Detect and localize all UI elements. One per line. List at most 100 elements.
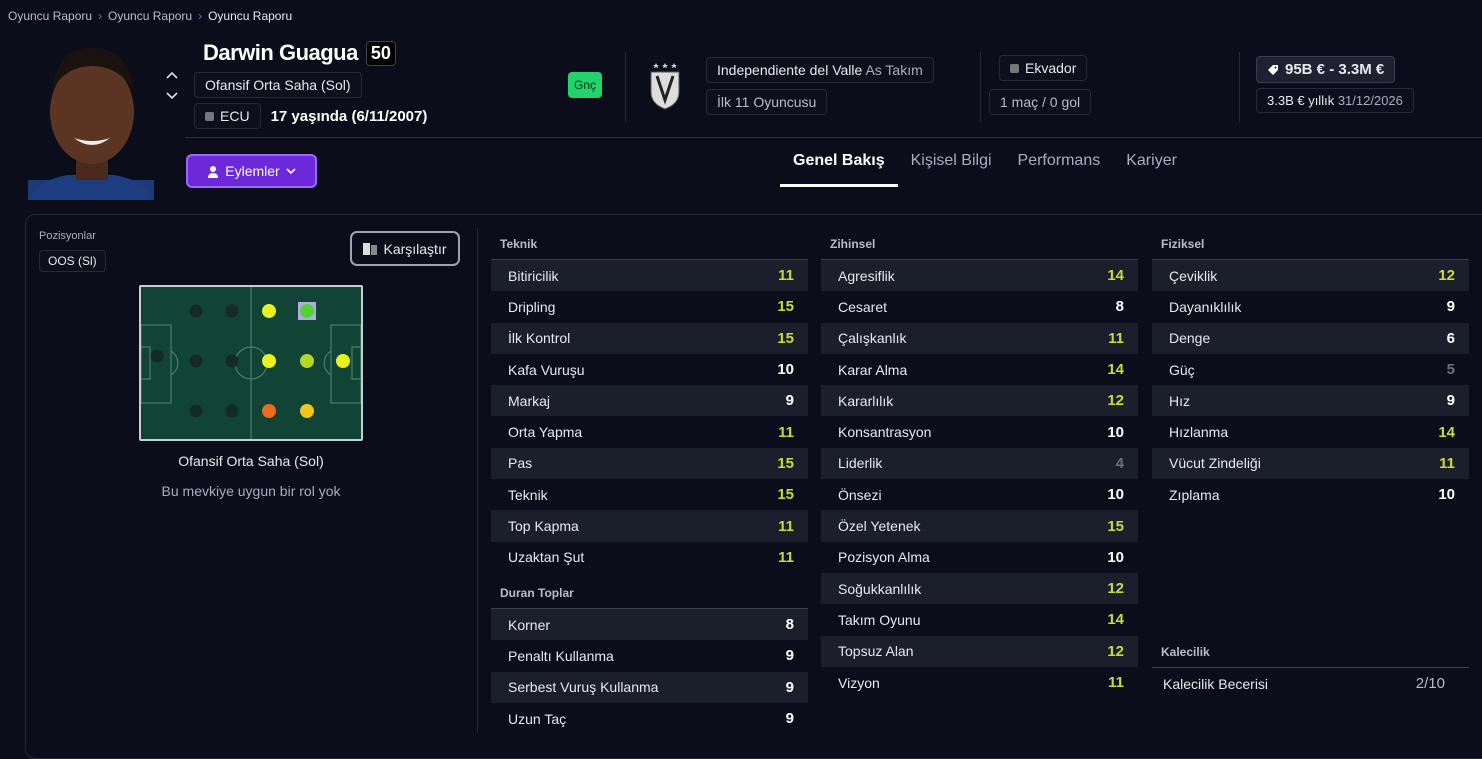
position-dot[interactable] [262,404,276,418]
position-dot[interactable] [336,354,350,368]
attr-row: Korner 8 [491,609,808,641]
position-dot[interactable] [300,404,314,418]
position-dot[interactable] [189,304,203,318]
positions-label: Pozisyonlar [39,230,96,242]
attr-name: Serbest Vuruş Kullanma [508,679,659,696]
attr-row: Takım Oyunu 14 [821,604,1138,635]
player-heading: Darwin Guagua 50 [203,40,396,66]
attr-value: 14 [1107,267,1124,285]
attr-group-kalecilik: Kalecilik Kalecilik Becerisi 2/10 [1152,636,1469,699]
attr-value: 11 [778,267,794,285]
compare-button[interactable]: Karşılaştır [350,231,460,266]
attr-value: 15 [777,298,794,316]
compare-icon [363,242,378,255]
club-chip[interactable]: Independiente del Valle As Takım [706,57,934,83]
attr-row: Serbest Vuruş Kullanma 9 [491,671,808,703]
attr-row: Markaj 9 [491,385,808,417]
attr-value: 9 [785,392,794,410]
attr-list: Bitiricilik 11 Dripling 15 İlk Kontrol 15 Kafa… [491,260,808,573]
actions-button[interactable]: Eylemler [186,154,317,188]
attr-value: 10 [777,361,794,379]
nation-name: Ekvador [1025,60,1077,76]
nation-chip[interactable]: ECU [194,103,261,129]
attr-value: 9 [785,678,794,696]
position-dot[interactable] [225,304,239,318]
position-dot[interactable] [300,354,314,368]
attr-name: Bitiricilik [508,267,559,284]
attr-value: 9 [785,710,794,728]
player-photo [28,40,154,200]
attr-value: 15 [777,329,794,347]
attr-group-fiziksel: Fiziksel Çeviklik 12 Dayanıklılık 9 Denge 6 Güç… [1152,228,1469,510]
tab-overview[interactable]: Genel Bakış [780,152,898,187]
attr-row: Agresiflik 14 [821,260,1138,292]
attr-name: Karar Alma [838,361,908,378]
attr-name: Markaj [508,392,551,409]
previous-player-button[interactable] [164,68,180,80]
attr-row: Çalışkanlık 11 [821,322,1138,354]
attr-name: Orta Yapma [508,424,583,441]
attr-value: 14 [1438,423,1455,441]
nation-code: ECU [220,108,250,124]
divider [185,137,1482,138]
attr-row: Pas 15 [491,447,808,480]
breadcrumb-item[interactable]: Oyuncu Raporu [108,9,193,23]
nation-age-row: ECU 17 yaşında (6/11/2007) [194,103,427,129]
attr-value: 15 [777,486,794,504]
attr-row: Pozisyon Alma 10 [821,542,1138,573]
squad-status: İlk 11 Oyuncusu [706,89,828,115]
position-chip: Ofansif Orta Saha (Sol) [194,72,362,98]
attr-name: Dayanıklılık [1169,298,1242,315]
tab-performance[interactable]: Performans [1017,152,1101,169]
attr-value: 15 [1107,517,1124,535]
next-player-button[interactable] [164,89,180,101]
attr-value: 15 [777,454,794,472]
chevron-up-icon [166,71,178,79]
attr-value: 10 [1107,548,1124,566]
attr-list: Agresiflik 14 Cesaret 8 Çalışkanlık 11 Karar A… [821,260,1138,698]
attr-value: 12 [1107,642,1124,660]
attr-value: 12 [1107,392,1124,410]
attr-name: Hızlanma [1169,424,1229,441]
position-dot[interactable] [225,404,239,418]
flag-icon [1010,63,1019,73]
position-dot[interactable] [262,304,276,318]
attr-row: Dripling 15 [491,291,808,322]
divider [477,228,478,733]
tab-career[interactable]: Kariyer [1126,152,1177,169]
attr-row: Liderlik 4 [821,447,1138,480]
attr-row: Karar Alma 14 [821,354,1138,385]
breadcrumb-current: Oyuncu Raporu [208,9,293,23]
position-dot[interactable] [189,354,203,368]
breadcrumb: Oyuncu Raporu › Oyuncu Raporu › Oyuncu Rap… [8,9,292,23]
position-dot[interactable] [189,404,203,418]
section-title: Zihinsel [821,228,1138,260]
attr-group-zihinsel: Zihinsel Agresiflik 14 Cesaret 8 Çalışkanlık 1… [821,228,1138,698]
chevron-down-icon [286,168,296,175]
chevron-right-icon: › [98,9,103,23]
position-dot[interactable] [225,354,239,368]
position-dot[interactable] [262,354,276,368]
attr-value: 11 [778,548,794,566]
attr-name: Denge [1169,330,1211,347]
attr-value: 11 [1439,454,1455,472]
attr-name: Kararlılık [838,392,894,409]
tab-personal-info[interactable]: Kişisel Bilgi [910,152,992,169]
player-rating: 50 [365,40,396,66]
position-dot[interactable] [150,349,164,363]
section-title: Fiziksel [1152,228,1469,260]
attr-row: Penaltı Kullanma 9 [491,640,808,671]
attr-value: 10 [1107,423,1124,441]
breadcrumb-item[interactable]: Oyuncu Raporu [8,9,93,23]
nation-team-chip[interactable]: Ekvador [999,55,1088,81]
attr-name: Top Kapma [508,518,579,535]
attr-row: Zıplama 10 [1152,479,1469,510]
section-title: Duran Toplar [491,577,808,609]
attr-name: Çeviklik [1169,267,1218,284]
attr-value: 12 [1438,267,1455,285]
attr-value: 11 [1108,674,1124,691]
attr-name: Soğukkanlılık [838,580,922,597]
attr-name: Agresiflik [838,267,895,284]
attr-value: 10 [1438,486,1455,504]
position-dot[interactable] [300,304,314,318]
